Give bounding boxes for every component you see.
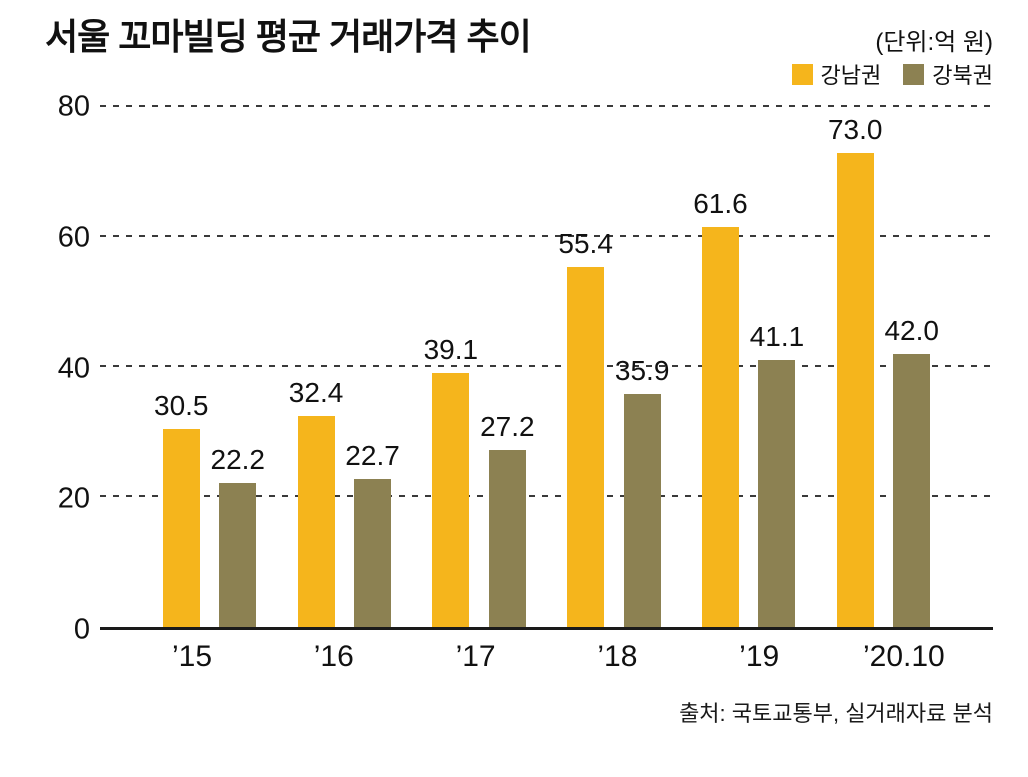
gridline bbox=[100, 495, 993, 497]
x-tick-label: ’18 bbox=[597, 640, 638, 673]
value-label: 30.5 bbox=[154, 389, 209, 421]
bar-column: 41.1 bbox=[749, 107, 805, 627]
legend-item-gangnam: 강남권 bbox=[791, 58, 882, 90]
bar-gangnam bbox=[432, 372, 470, 627]
bar-gangnam bbox=[297, 416, 335, 627]
bar-gangbuk bbox=[219, 482, 257, 627]
y-axis-label: 40 bbox=[57, 352, 90, 384]
y-axis-label: 80 bbox=[57, 90, 90, 123]
value-label: 61.6 bbox=[693, 187, 748, 219]
bar-column: 22.7 bbox=[345, 107, 400, 627]
value-label: 41.1 bbox=[749, 320, 805, 352]
bar-column: 30.5 bbox=[154, 107, 209, 627]
bar-group: 73.0 42.0 bbox=[828, 107, 939, 627]
x-tick-label: ’19 bbox=[739, 640, 780, 673]
legend: 강남권 강북권 bbox=[45, 58, 993, 90]
value-label: 55.4 bbox=[558, 227, 613, 259]
bar-gangbuk bbox=[488, 450, 526, 627]
plot-area: 30.5 22.2 32.4 22.7 39.1 27.2 55.4 35.9 61.6 41.1… bbox=[100, 105, 993, 630]
bar-gangnam bbox=[162, 428, 200, 627]
x-axis: ’15 ’16 ’17 ’18 ’19 ’20.10 bbox=[100, 640, 993, 674]
bar-column: 73.0 bbox=[827, 107, 883, 627]
chart-title: 서울 꼬마빌딩 평균 거래가격 추이 bbox=[45, 16, 532, 57]
bar-column: 22.2 bbox=[210, 107, 266, 627]
y-axis-label: 0 bbox=[73, 613, 90, 646]
bar-gangnam bbox=[701, 226, 739, 627]
x-tick-label: ’17 bbox=[455, 640, 496, 673]
bar-column: 27.2 bbox=[480, 107, 535, 627]
y-axis-label: 60 bbox=[57, 221, 90, 254]
bar-group: 55.4 35.9 bbox=[558, 107, 669, 627]
bar-group: 61.6 41.1 bbox=[693, 107, 804, 627]
source-text: 출처: 국토교통부, 실거래자료 분석 bbox=[679, 701, 993, 726]
x-tick-label: ’16 bbox=[313, 640, 354, 673]
bar-column: 42.0 bbox=[884, 107, 939, 627]
bar-gangbuk bbox=[893, 354, 931, 627]
legend-swatch bbox=[903, 63, 925, 85]
value-label: 22.7 bbox=[345, 440, 400, 472]
plot-row: 0 20 40 60 80 30.5 22.2 32.4 22.7 39.1 27.2 55.4 35… bbox=[45, 92, 993, 644]
x-tick-label: ’20.10 bbox=[862, 640, 945, 673]
bar-gangbuk bbox=[623, 393, 661, 627]
bar-gangbuk bbox=[758, 359, 796, 627]
bar-gangbuk bbox=[354, 479, 392, 627]
bar-group: 39.1 27.2 bbox=[424, 107, 535, 627]
value-label: 73.0 bbox=[827, 113, 883, 145]
y-axis: 0 20 40 60 80 bbox=[45, 92, 100, 644]
legend-item-gangbuk: 강북권 bbox=[903, 58, 993, 90]
bar-column: 39.1 bbox=[423, 107, 479, 627]
value-label: 32.4 bbox=[288, 377, 344, 409]
bar-group: 32.4 22.7 bbox=[289, 107, 400, 627]
bar-column: 61.6 bbox=[693, 107, 748, 627]
bar-column: 35.9 bbox=[614, 107, 670, 627]
gridline bbox=[100, 365, 993, 367]
legend-label: 강남권 bbox=[820, 63, 882, 88]
value-label: 27.2 bbox=[480, 411, 535, 443]
value-label: 42.0 bbox=[884, 315, 939, 346]
gridline bbox=[100, 235, 993, 237]
value-label: 39.1 bbox=[423, 333, 479, 365]
bar-column: 32.4 bbox=[288, 107, 344, 627]
legend-label: 강북권 bbox=[932, 63, 993, 88]
chart-header: 서울 꼬마빌딩 평균 거래가격 추이 (단위:억 원) bbox=[45, 14, 993, 59]
y-axis-label: 20 bbox=[57, 482, 90, 515]
value-label: 35.9 bbox=[614, 354, 670, 386]
unit-label: (단위:억 원) bbox=[875, 29, 993, 56]
legend-swatch bbox=[791, 63, 813, 85]
x-tick-label: ’15 bbox=[171, 640, 213, 673]
bar-group: 30.5 22.2 bbox=[154, 107, 265, 627]
value-label: 22.2 bbox=[210, 443, 266, 475]
gridline bbox=[100, 105, 993, 107]
bar-gangnam bbox=[836, 152, 874, 627]
bar-gangnam bbox=[567, 266, 605, 627]
bar-column: 55.4 bbox=[558, 107, 613, 627]
